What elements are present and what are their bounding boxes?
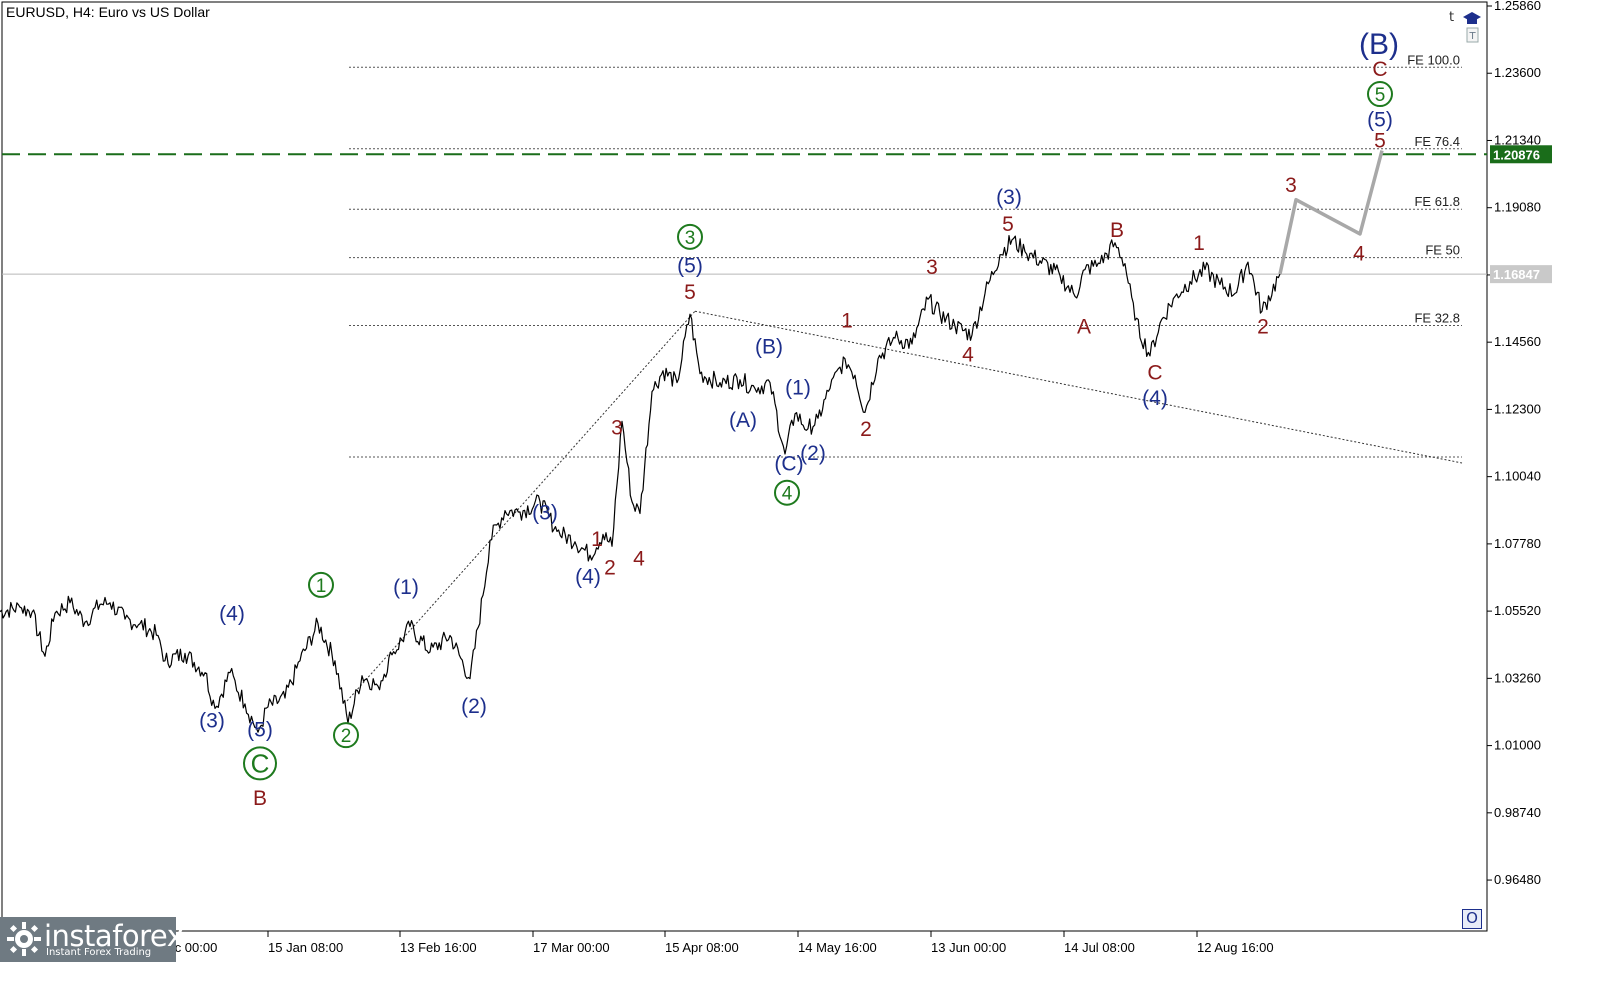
brand-tagline: Instant Forex Trading: [46, 947, 152, 958]
wave-circle-marker: [774, 479, 800, 506]
wave-label: 1: [316, 576, 327, 597]
graduation-cap-icon[interactable]: T: [1462, 10, 1482, 44]
x-tick-label: 13 Feb 16:00: [400, 940, 477, 955]
fib-level-label: FE 50: [1425, 243, 1460, 258]
wave-label: 3: [926, 256, 938, 279]
wave-label: 1: [841, 310, 853, 333]
price-series: [0, 235, 1281, 733]
wave-label: C: [1372, 58, 1387, 81]
wave-label: (1): [393, 576, 419, 599]
wave-label: 5: [1375, 85, 1386, 106]
wave-label: (5): [677, 254, 703, 277]
wave-label: 5: [1002, 213, 1014, 236]
wave-label: (B): [1359, 28, 1399, 61]
brand-logo-icon: [7, 922, 41, 956]
wave-circle-marker: [1367, 81, 1393, 108]
wave-label: 3: [611, 417, 623, 440]
trendline: [346, 310, 696, 702]
y-tick-label: 1.10040: [1494, 469, 1541, 484]
plot-frame: [1, 1, 1488, 932]
wave-label: C: [1147, 362, 1162, 385]
wave-label: (4): [1142, 387, 1168, 410]
wave-label: 2: [341, 726, 352, 747]
forecast-path: [1278, 150, 1384, 275]
wave-label: (4): [219, 603, 245, 626]
wave-label: 3: [1285, 174, 1297, 197]
wave-circle-marker: [243, 746, 277, 781]
wave-circle-marker: [677, 223, 703, 250]
wave-label: 2: [1257, 315, 1269, 338]
fib-level-label: FE 61.8: [1414, 194, 1460, 209]
wave-label: (4): [575, 565, 601, 588]
x-tick-label: 14 Jul 08:00: [1064, 940, 1135, 955]
one-click-trading-button[interactable]: O: [1462, 909, 1482, 929]
wave-label: B: [1110, 219, 1124, 242]
wave-label: 2: [860, 418, 872, 441]
y-tick-label: 1.12300: [1494, 401, 1541, 416]
wave-label: B: [253, 787, 267, 810]
wave-label: A: [1077, 315, 1091, 338]
wave-label: 4: [633, 548, 645, 571]
wave-label: 5: [684, 281, 696, 304]
wave-label: 4: [1353, 243, 1365, 266]
wave-label: 3: [685, 228, 696, 249]
x-tick-label: 15 Apr 08:00: [665, 940, 739, 955]
wave-label: (1): [785, 376, 811, 399]
y-tick-label: 1.03260: [1494, 670, 1541, 685]
fib-level-label: FE 100.0: [1407, 52, 1460, 67]
wave-label: (C): [774, 452, 803, 475]
wave-label: (3): [532, 501, 558, 524]
brand-watermark: instaforex Instant Forex Trading: [0, 917, 184, 962]
wave-label: (3): [996, 186, 1022, 209]
wave-label: (A): [729, 409, 757, 432]
fib-level-label: FE 32.8: [1414, 311, 1460, 326]
x-tick-label: 13 Jun 00:00: [931, 940, 1006, 955]
wave-label: (2): [800, 442, 826, 465]
wave-label: (B): [755, 335, 783, 358]
wave-label: 4: [782, 484, 793, 505]
wave-label: 1: [1193, 232, 1205, 255]
y-tick-label: 1.05520: [1494, 603, 1541, 618]
x-tick-label: 12 Aug 16:00: [1197, 940, 1274, 955]
wave-label: 5: [1374, 130, 1386, 153]
wave-label: (3): [199, 710, 225, 733]
wave-circle-marker: [308, 571, 334, 598]
y-tick-label: 1.23600: [1494, 65, 1541, 80]
target-price-label: 1.20876: [1493, 147, 1540, 162]
wave-label: (5): [247, 719, 273, 742]
x-tick-label: 15 Jan 08:00: [268, 940, 343, 955]
y-tick-label: 1.01000: [1494, 738, 1541, 753]
svg-text:T: T: [1468, 31, 1476, 42]
x-tick-label: 17 Mar 00:00: [533, 940, 610, 955]
current-price-label: 1.16847: [1493, 267, 1540, 282]
wave-label: 2: [604, 556, 616, 579]
wave-label: C: [251, 748, 270, 778]
wave-circle-marker: [333, 722, 359, 749]
y-tick-label: 1.19080: [1494, 200, 1541, 215]
y-tick-label: 0.98740: [1494, 805, 1541, 820]
y-tick-label: 1.14560: [1494, 334, 1541, 349]
current-price-box: [1490, 265, 1552, 284]
wave-label: 1: [591, 528, 603, 551]
fib-level-label: FE 76.4: [1414, 134, 1460, 149]
wave-label: 4: [962, 344, 974, 367]
y-tick-label: 1.07780: [1494, 536, 1541, 551]
y-tick-label: 1.25860: [1494, 0, 1541, 13]
wave-label: (5): [1367, 109, 1393, 132]
target-price-box: [1490, 145, 1552, 164]
chart-title: EURUSD, H4: Euro vs US Dollar: [6, 4, 210, 20]
y-tick-label: 0.96480: [1494, 872, 1541, 887]
brand-name: instaforex: [44, 919, 184, 953]
trade-toggle-button[interactable]: t: [1449, 10, 1455, 25]
x-tick-label: 14 May 16:00: [798, 940, 877, 955]
wave-label: (2): [461, 695, 487, 718]
y-tick-label: 1.21340: [1494, 132, 1541, 147]
